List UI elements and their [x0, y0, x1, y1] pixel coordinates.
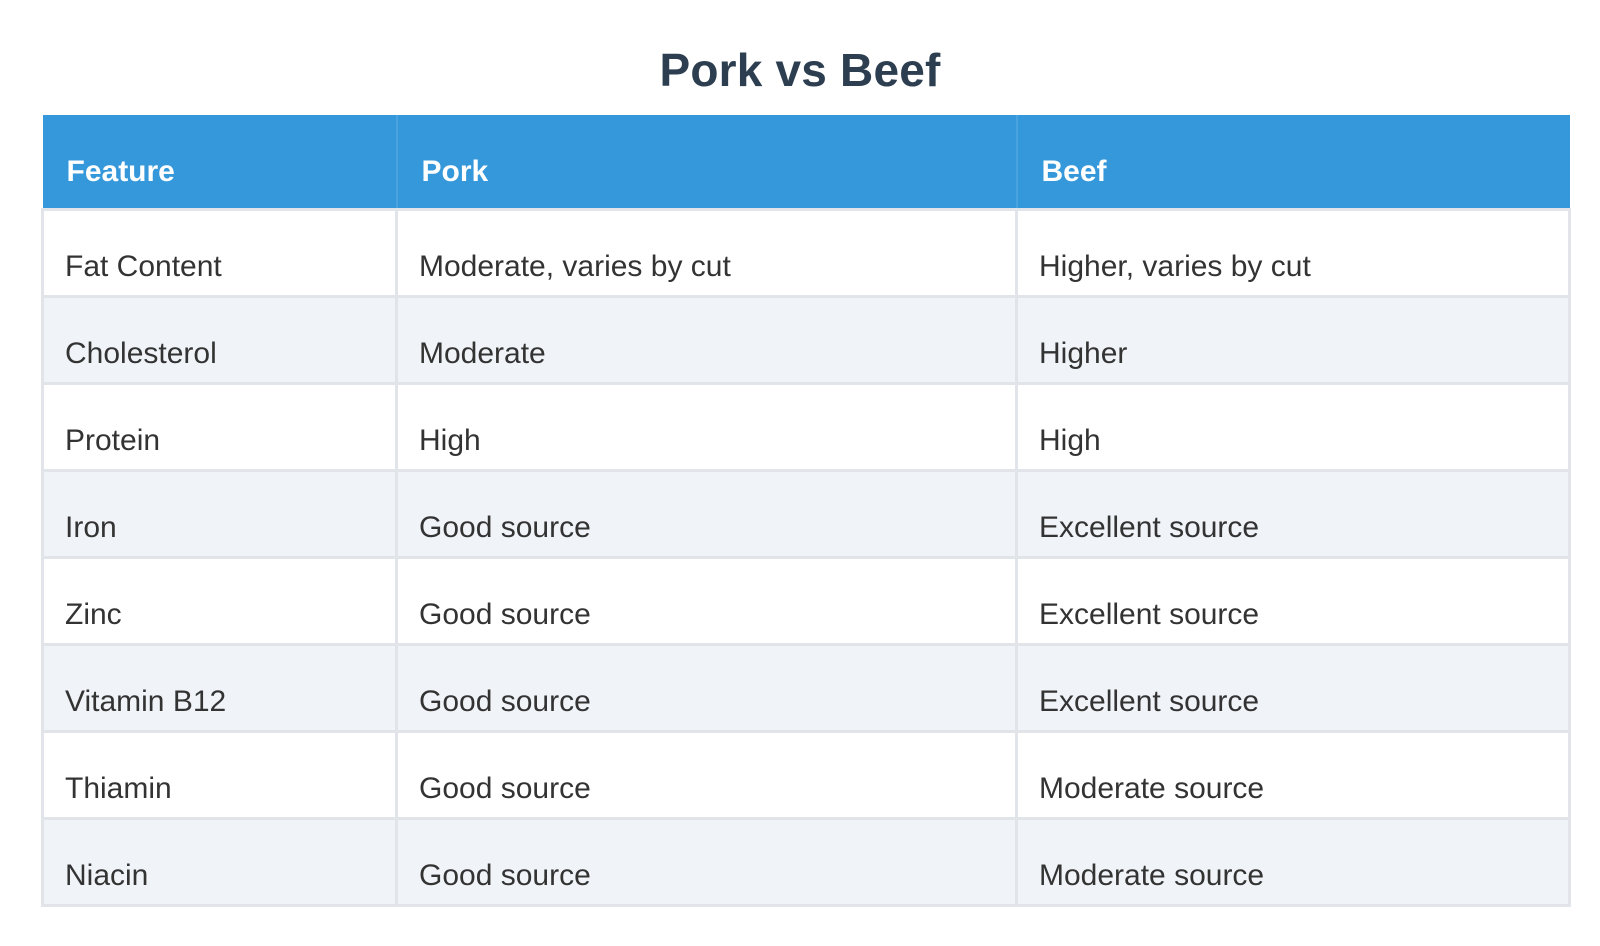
table-row: Vitamin B12 Good source Excellent source	[41, 642, 1571, 733]
beef-cell: Excellent source	[1015, 642, 1571, 733]
feature-cell: Zinc	[41, 555, 398, 646]
column-header-pork: Pork	[396, 115, 1018, 209]
pork-cell: Good source	[395, 468, 1018, 559]
table-row: Thiamin Good source Moderate source	[41, 729, 1571, 820]
beef-cell: Moderate source	[1015, 729, 1571, 820]
pork-cell: High	[395, 381, 1018, 472]
pork-cell: Moderate, varies by cut	[395, 207, 1018, 298]
beef-cell: Excellent source	[1015, 468, 1571, 559]
feature-cell: Protein	[41, 381, 398, 472]
comparison-table: Feature Pork Beef Fat Content Moderate, …	[41, 115, 1571, 907]
pork-cell: Good source	[395, 642, 1018, 733]
feature-cell: Thiamin	[41, 729, 398, 820]
beef-cell: Excellent source	[1015, 555, 1571, 646]
feature-cell: Iron	[41, 468, 398, 559]
beef-cell: High	[1015, 381, 1571, 472]
pork-cell: Good source	[395, 816, 1018, 907]
pork-cell: Good source	[395, 729, 1018, 820]
table-row: Iron Good source Excellent source	[41, 468, 1571, 559]
pork-cell: Moderate	[395, 294, 1018, 385]
feature-cell: Vitamin B12	[41, 642, 398, 733]
beef-cell: Moderate source	[1015, 816, 1571, 907]
table-row: Zinc Good source Excellent source	[41, 555, 1571, 646]
table-row: Protein High High	[41, 381, 1571, 472]
comparison-table-container: Feature Pork Beef Fat Content Moderate, …	[41, 115, 1571, 907]
table-row: Niacin Good source Moderate source	[41, 816, 1571, 907]
table-row: Fat Content Moderate, varies by cut High…	[41, 207, 1571, 298]
header-row: Feature Pork Beef	[42, 115, 1570, 209]
table-header: Feature Pork Beef	[42, 115, 1570, 209]
page-title: Pork vs Beef	[659, 44, 941, 96]
feature-cell: Fat Content	[41, 207, 398, 298]
pork-cell: Good source	[395, 555, 1018, 646]
feature-cell: Niacin	[41, 816, 398, 907]
column-header-feature: Feature	[42, 115, 398, 209]
table-body: Fat Content Moderate, varies by cut High…	[41, 207, 1571, 907]
beef-cell: Higher	[1015, 294, 1571, 385]
beef-cell: Higher, varies by cut	[1015, 207, 1571, 298]
table-row: Cholesterol Moderate Higher	[41, 294, 1571, 385]
column-header-beef: Beef	[1016, 115, 1570, 209]
feature-cell: Cholesterol	[41, 294, 398, 385]
